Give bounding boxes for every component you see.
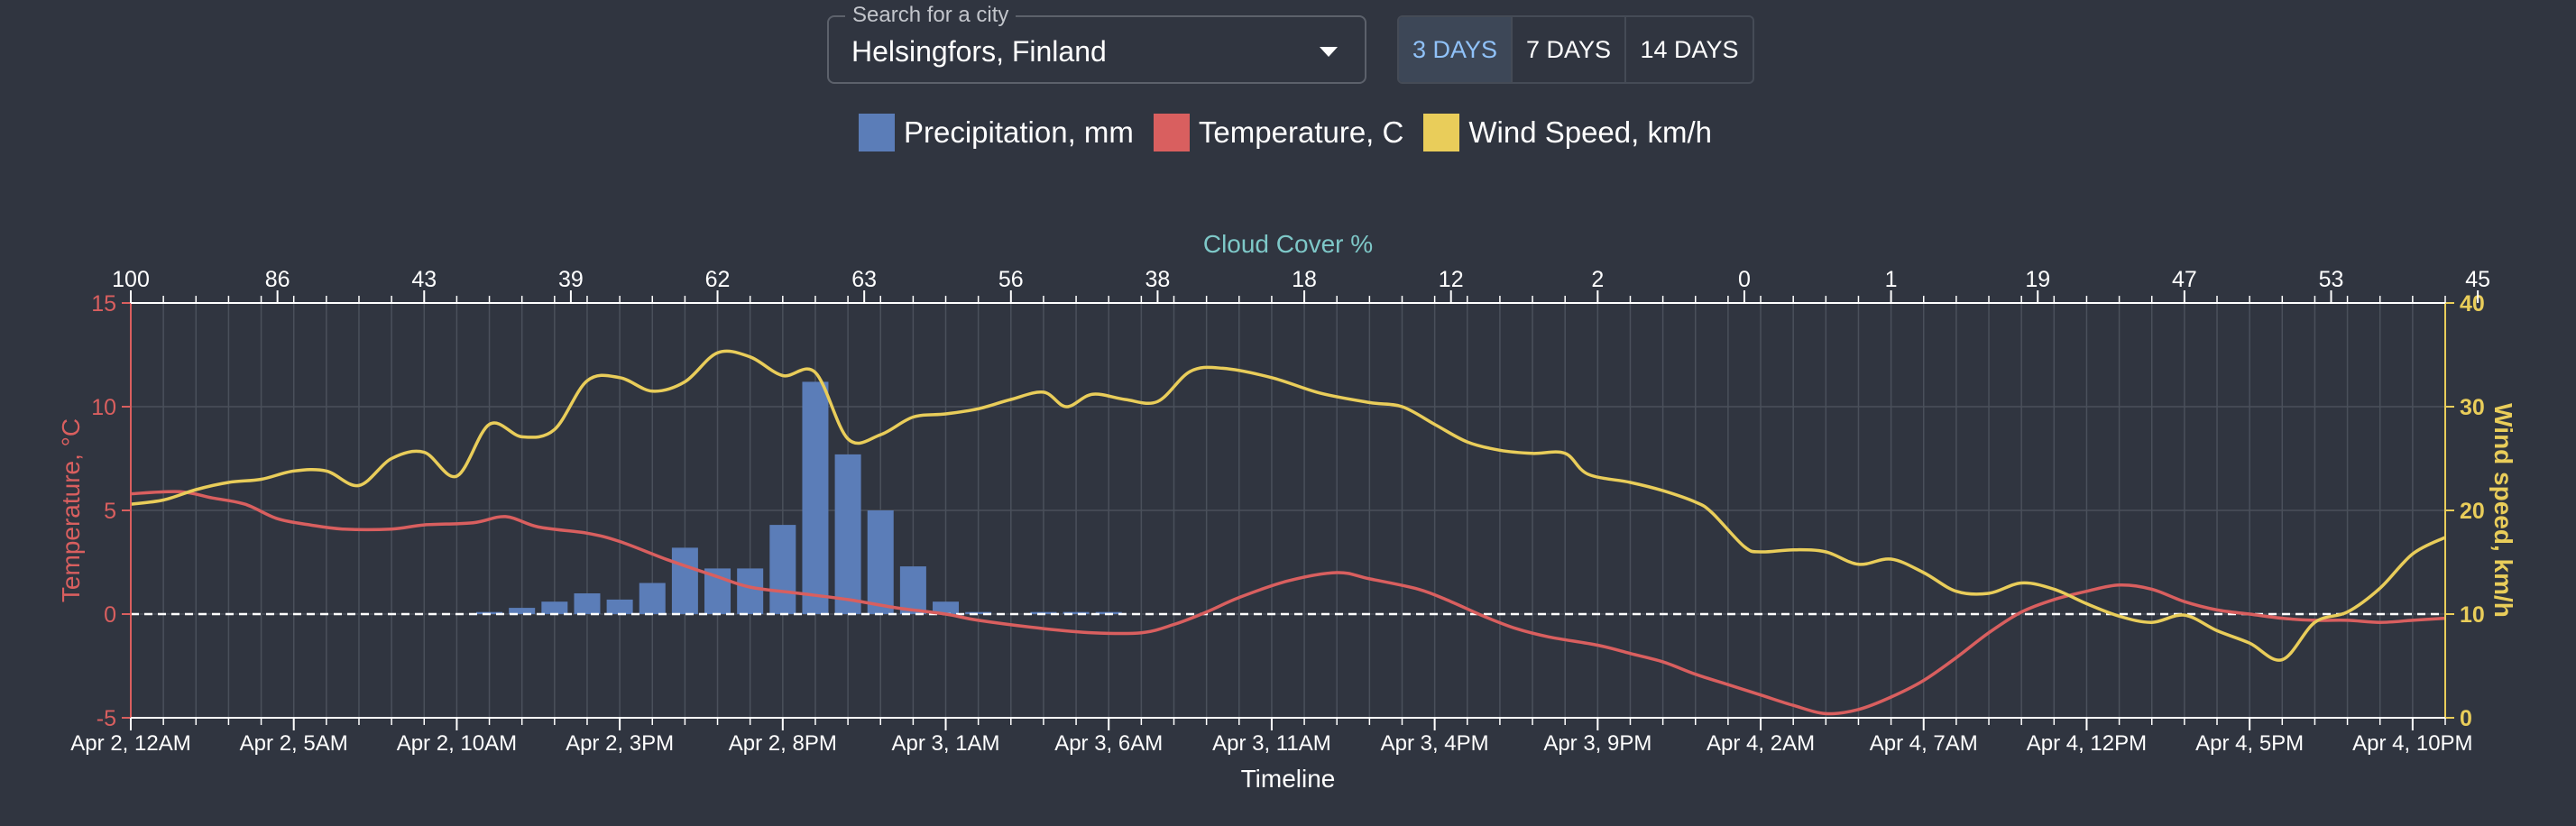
left-axis-tick-label: -5 <box>97 706 116 731</box>
legend-swatch-temperature <box>1153 114 1190 151</box>
precipitation-bar <box>541 601 568 614</box>
chevron-down-icon[interactable] <box>1320 47 1338 57</box>
bottom-axis-tick-label: Apr 2, 8PM <box>729 731 837 756</box>
bottom-axis-tick-label: Apr 4, 7AM <box>1870 731 1978 756</box>
precipitation-bar <box>867 510 894 614</box>
precipitation-bar <box>671 547 698 614</box>
top-axis-tick-label: 19 <box>2025 267 2050 292</box>
bottom-axis-tick-label: Apr 3, 6AM <box>1054 731 1163 756</box>
right-axis-tick-label: 40 <box>2460 291 2485 317</box>
bottom-axis-tick-label: Apr 4, 2AM <box>1707 731 1815 756</box>
temperature-line <box>130 490 2446 716</box>
bottom-axis-tick-label: Apr 2, 5AM <box>240 731 348 756</box>
top-axis-tick-label: 1 <box>1885 267 1898 292</box>
precipitation-bar <box>802 381 829 614</box>
right-axis-tick-label: 10 <box>2460 602 2485 628</box>
left-axis-tick-label: 5 <box>104 499 116 524</box>
precipitation-bar <box>737 568 764 614</box>
left-axis-tick-label: 10 <box>91 395 116 420</box>
left-axis-tick-label: 15 <box>91 291 116 317</box>
right-axis-tick-label: 0 <box>2460 706 2472 731</box>
left-axis-title: Temperature, °C <box>57 418 85 602</box>
top-axis-title: Cloud Cover % <box>1203 230 1373 258</box>
right-axis-title: Wind speed, km/h <box>2489 403 2517 618</box>
city-search-field[interactable]: Search for a city Helsingfors, Finland <box>827 2 1366 84</box>
bottom-axis-tick-label: Apr 3, 11AM <box>1212 731 1331 756</box>
range-3-days-button[interactable]: 3 DAYS <box>1399 17 1513 82</box>
bottom-axis-tick-label: Apr 4, 12PM <box>2027 731 2147 756</box>
city-search-value[interactable]: Helsingfors, Finland <box>851 35 1107 68</box>
precipitation-bar <box>899 566 926 614</box>
bottom-axis-tick-label: Apr 3, 4PM <box>1381 731 1489 756</box>
range-14-days-button[interactable]: 14 DAYS <box>1640 35 1739 63</box>
right-axis-tick-label: 30 <box>2460 395 2485 420</box>
left-axis-tick-label: 0 <box>104 602 116 628</box>
bottom-axis-tick-label: Apr 2, 3PM <box>566 731 674 756</box>
top-axis-tick-label: 63 <box>851 267 877 292</box>
bottom-axis-tick-label: Apr 4, 10PM <box>2352 731 2472 756</box>
wind-speed-line <box>130 349 2446 662</box>
bottom-axis-tick-label: Apr 3, 1AM <box>891 731 999 756</box>
bottom-axis-tick-label: Apr 2, 12AM <box>70 731 190 756</box>
legend-item-precipitation[interactable]: Precipitation, mm <box>859 114 1134 151</box>
top-axis-tick-label: 0 <box>1738 267 1751 292</box>
precipitation-bar <box>509 608 536 614</box>
legend-label-temperature: Temperature, C <box>1198 115 1404 149</box>
legend-item-wind-speed[interactable]: Wind Speed, km/h <box>1423 114 1712 151</box>
precipitation-bar <box>769 525 796 614</box>
bottom-axis-tick-label: Apr 2, 10AM <box>397 731 517 756</box>
top-axis-tick-label: 53 <box>2319 267 2344 292</box>
precipitation-bar <box>606 599 633 614</box>
top-axis-tick-label: 62 <box>705 267 731 292</box>
top-axis-tick-label: 12 <box>1439 267 1464 292</box>
precipitation-bar <box>933 601 960 614</box>
precipitation-bar <box>574 593 601 614</box>
legend-swatch-wind-speed <box>1423 114 1460 151</box>
top-axis-tick-label: 38 <box>1145 267 1171 292</box>
forecast-range-toggle: 3 DAYS 7 DAYS 14 DAYS <box>1397 15 1754 84</box>
city-search-label: Search for a city <box>845 2 1017 29</box>
x-axis-title: Timeline <box>1241 765 1336 793</box>
chart-legend: Precipitation, mm Temperature, C Wind Sp… <box>859 114 1732 151</box>
top-axis-tick-label: 2 <box>1591 267 1604 292</box>
precipitation-bar <box>965 611 992 614</box>
bottom-axis-tick-label: Apr 4, 5PM <box>2195 731 2304 756</box>
top-axis-tick-label: 56 <box>998 267 1024 292</box>
top-axis-tick-label: 86 <box>265 267 290 292</box>
right-axis-tick-label: 20 <box>2460 499 2485 524</box>
legend-label-precipitation: Precipitation, mm <box>904 115 1134 149</box>
legend-label-wind-speed: Wind Speed, km/h <box>1468 115 1712 149</box>
top-axis-tick-label: 43 <box>411 267 437 292</box>
bottom-axis-tick-label: Apr 3, 9PM <box>1543 731 1651 756</box>
top-axis-tick-label: 47 <box>2172 267 2197 292</box>
top-axis-tick-label: 100 <box>112 267 150 292</box>
precipitation-bar <box>834 454 861 614</box>
top-axis-tick-label: 45 <box>2465 267 2490 292</box>
top-axis-tick-label: 39 <box>558 267 584 292</box>
legend-swatch-precipitation <box>859 114 895 151</box>
range-7-days-button[interactable]: 7 DAYS <box>1513 17 1626 82</box>
precipitation-bar <box>1063 611 1090 614</box>
precipitation-bar <box>639 583 666 614</box>
top-axis-tick-label: 18 <box>1292 267 1317 292</box>
legend-item-temperature[interactable]: Temperature, C <box>1153 114 1404 151</box>
